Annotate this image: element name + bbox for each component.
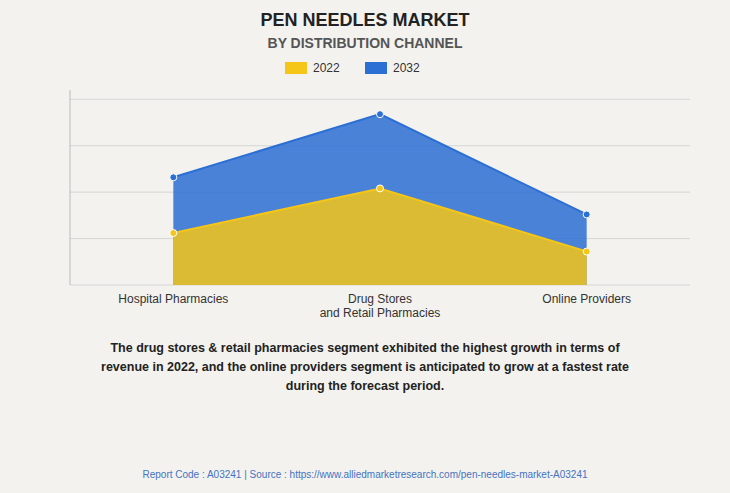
legend-swatch [285, 62, 307, 74]
footer: Report Code : A03241 | Source : https://… [142, 469, 587, 480]
data-point [377, 185, 384, 192]
legend-label: 2032 [393, 61, 420, 75]
annotation: The drug stores & retail pharmacies segm… [101, 341, 629, 393]
data-point [583, 248, 590, 255]
chart: PEN NEEDLES MARKET BY DISTRIBUTION CHANNE… [0, 0, 730, 493]
text-line: and Retail Pharmacies [320, 306, 441, 320]
background [0, 0, 730, 493]
title: PEN NEEDLES MARKET [260, 10, 469, 30]
text-line: The drug stores & retail pharmacies segm… [110, 341, 620, 355]
data-point [170, 230, 177, 237]
data-point [583, 211, 590, 218]
x-tick-label: Online Providers [542, 292, 631, 306]
x-tick-label: Hospital Pharmacies [118, 292, 228, 306]
data-point [170, 174, 177, 181]
legend: 2022 2032 [285, 61, 420, 75]
legend-label: 2022 [313, 61, 340, 75]
text-line: revenue in 2022, and the online provider… [101, 360, 629, 374]
area-line [173, 188, 586, 251]
area-fill [173, 114, 586, 285]
x-tick-label: Drug Storesand Retail Pharmacies [320, 292, 441, 320]
data-point [377, 111, 384, 118]
plot-area [170, 111, 590, 285]
text-line: Drug Stores [348, 292, 412, 306]
y-axis-line [70, 90, 71, 285]
subtitle: BY DISTRIBUTION CHANNEL [268, 35, 463, 51]
legend-swatch [365, 62, 387, 74]
text-line: during the forecast period. [286, 379, 444, 393]
grid-line [70, 99, 690, 100]
area-fill [173, 188, 586, 285]
text-line: Online Providers [542, 292, 631, 306]
text-line: Hospital Pharmacies [118, 292, 228, 306]
